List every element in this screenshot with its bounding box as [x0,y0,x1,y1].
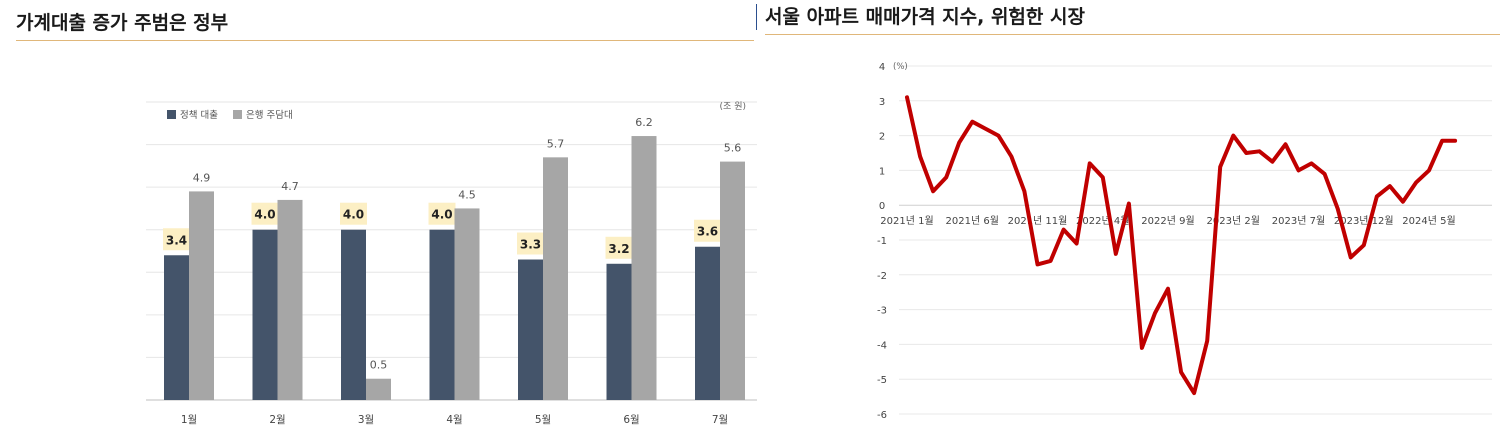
unit-label: (조 원) [720,101,746,112]
x-tick-label: 2022년 4월 [1076,215,1129,227]
data-label: 3.3 [520,238,541,252]
data-label-box [163,228,190,251]
data-label: 3.6 [697,225,718,239]
bar [164,255,189,400]
data-label: 3.2 [608,242,629,256]
right-panel: 서울 아파트 매매가격 지수, 위험한 시장 4 3 2 1 0 -1 -2 -3 -4 -5 -6… [757,0,1502,445]
y-tick-label: 0 [879,201,885,212]
legend-swatch [233,110,242,119]
data-label: 4.0 [431,208,452,222]
bar [454,208,480,400]
data-label-box [694,219,721,242]
left-panel: 가계대출 증가 주범은 정부 정책 대출 은행 주담대 (조 원) 3.4 4.9 1월 4… [16,12,757,426]
bar [189,191,214,400]
left-title-underline [16,40,754,41]
data-label-box [428,202,456,225]
x-tick-label: 5월 [535,414,551,426]
x-tick-label: 2024년 5월 [1402,215,1455,227]
panel-divider [756,4,757,30]
x-tick-label: 7월 [712,414,728,426]
bar [252,229,278,400]
data-label: 4.0 [343,208,364,222]
y-tick-label: 3 [879,97,885,108]
x-tick-label: 3월 [358,414,374,426]
right-chart-title: 서울 아파트 매매가격 지수, 위험한 시장 [765,6,1085,28]
left-chart-title: 가계대출 증가 주범은 정부 [16,12,229,34]
x-tick-label: 2021년 1월 [880,215,933,227]
x-tick-label: 2023년 7월 [1272,215,1325,227]
bar [518,259,543,400]
bar [429,229,455,400]
line-chart: 4 3 2 1 0 -1 -2 -3 -4 -5 -6 (%) 2021년 1월 2021년 6월 2021… [877,62,1492,421]
y-tick-label: 1 [879,166,885,177]
data-label: 4.9 [193,171,211,184]
data-label: 3.4 [166,233,187,247]
data-label-box [517,232,544,255]
x-tick-label: 2023년 12월 [1334,215,1394,227]
right-title-underline [765,34,1500,35]
legend-label: 정책 대출 [180,110,218,121]
y-tick-label: -5 [877,375,887,386]
y-tick-label: -4 [877,340,887,351]
legend-label: 은행 주담대 [246,109,293,121]
x-tick-label: 6월 [623,414,639,426]
data-label: 0.5 [370,359,388,372]
x-tick-label: 2월 [269,414,285,426]
data-label: 4.5 [458,188,476,201]
y-tick-label: -6 [877,410,887,421]
y-tick-label: -3 [877,306,887,317]
unit-label: (%) [893,62,908,72]
bar [341,229,366,400]
legend-swatch [167,110,176,119]
x-tick-label: 2021년 6월 [946,215,999,227]
data-label-box [605,236,633,259]
x-tick-label: 4월 [446,414,462,426]
y-tick-label: 2 [879,132,885,143]
y-tick-label: -1 [877,236,887,247]
y-tick-label: 4 [879,62,885,73]
y-tick-label: -2 [877,271,887,282]
data-label: 5.6 [724,142,742,155]
x-tick-label: 2022년 9월 [1141,215,1194,227]
bar [720,161,745,400]
bar [543,157,568,400]
bar [277,199,303,400]
data-label-box [340,202,367,225]
bar [366,378,391,400]
data-label: 4.7 [281,180,299,193]
bar [695,246,720,400]
x-tick-label: 2021년 11월 [1008,215,1068,227]
data-label-box [251,202,279,225]
x-tick-label: 2023년 2월 [1207,215,1260,227]
bar-chart: 정책 대출 은행 주담대 (조 원) 3.4 4.9 1월 4.0 4.7 2월 4.0 0.5 3월… [146,101,757,426]
data-label: 6.2 [635,116,653,129]
series-line [905,95,1458,396]
bar [631,136,657,401]
data-label: 5.7 [547,137,565,150]
x-tick-label: 1월 [181,414,197,426]
data-label: 4.0 [254,208,275,222]
bar [606,263,632,400]
